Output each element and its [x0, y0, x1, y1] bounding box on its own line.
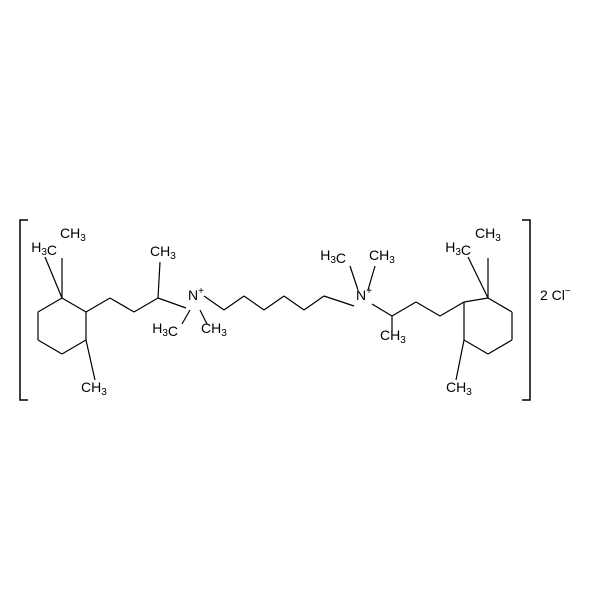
atom-label-r_h3c_a: H3C [445, 239, 471, 258]
bond-32 [488, 340, 512, 354]
bond-37 [468, 257, 488, 298]
bond-17 [224, 296, 244, 310]
bond-27 [392, 302, 416, 316]
bond-7 [45, 257, 62, 298]
bond-28 [416, 302, 440, 316]
bond-2 [62, 298, 86, 312]
bond-11 [134, 298, 158, 312]
atom-label-l_ch3_c: CH3 [150, 243, 176, 262]
bond-20 [284, 296, 304, 310]
bond-19 [264, 296, 284, 310]
bonds-layer [38, 257, 512, 380]
atom-label-n1_ch3_r: CH3 [201, 320, 227, 339]
bond-21 [304, 296, 324, 310]
bond-22 [324, 296, 354, 306]
atom-label-l_ch3_a: CH3 [60, 225, 86, 244]
atom-label-r_ch3_c: CH3 [380, 327, 406, 346]
bond-9 [86, 298, 110, 312]
bond-29 [440, 302, 464, 316]
atom-label-r_ch3_b: CH3 [446, 379, 472, 398]
atom-label-l_h3c_a: H3C [31, 239, 57, 258]
bond-5 [38, 340, 62, 354]
bond-25 [372, 304, 392, 316]
bond-35 [464, 298, 488, 302]
bond-31 [464, 340, 488, 354]
atom-label-n1: N+ [188, 286, 204, 303]
atom-label-n2: N+ [356, 286, 372, 303]
bond-16 [204, 296, 224, 310]
atom-label-l_ch3_b: CH3 [81, 379, 107, 398]
labels-layer: CH3H3CCH3CH3N+H3CCH3N+H3CCH3CH3CH3H3CCH3… [31, 225, 571, 398]
atom-label-n2_ch3_l: H3C [320, 247, 346, 266]
atom-label-counter: 2 Cl− [540, 286, 571, 303]
bond-4 [62, 340, 86, 354]
bond-18 [244, 296, 264, 310]
bond-14 [182, 310, 190, 324]
bond-12 [158, 262, 160, 298]
bracket-left [20, 220, 28, 400]
bond-13 [158, 298, 186, 308]
bond-34 [488, 298, 512, 312]
atom-label-r_ch3_a: CH3 [475, 225, 501, 244]
bond-1 [38, 298, 62, 312]
chemical-structure-diagram: CH3H3CCH3CH3N+H3CCH3N+H3CCH3CH3CH3H3CCH3… [0, 0, 600, 600]
bond-8 [86, 340, 95, 380]
bond-10 [110, 298, 134, 312]
atom-label-n2_ch3_r: CH3 [369, 247, 395, 266]
bracket-right [522, 220, 530, 400]
atom-label-n1_ch3_l: H3C [152, 320, 178, 339]
bond-38 [456, 340, 464, 380]
